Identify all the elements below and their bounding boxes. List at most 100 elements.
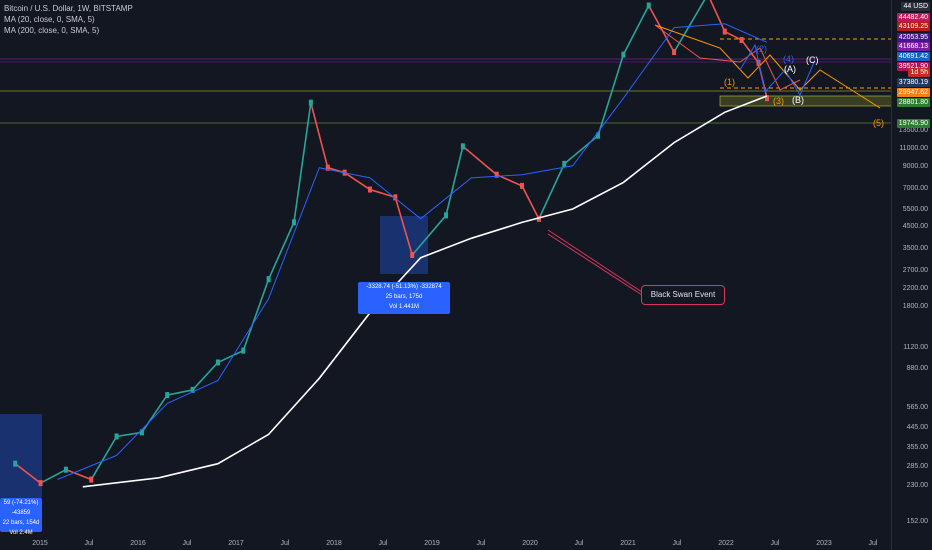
price-level-label[interactable]: 37380.19 — [896, 78, 930, 87]
price-level-label[interactable]: 40691.42 — [896, 52, 930, 61]
price-candle — [520, 182, 525, 189]
price-level-label[interactable]: 19745.90 — [896, 119, 930, 128]
price-candle — [38, 480, 43, 487]
price-candle — [460, 143, 465, 150]
price-candle — [722, 28, 727, 35]
price-tick-label: 13500.00 — [898, 127, 928, 135]
price-segment — [14, 463, 42, 484]
measure-2015-line1: 59 (-74.21%) -43859 — [3, 500, 39, 516]
price-segment — [741, 39, 760, 64]
price-level-label[interactable]: 41668.13 — [896, 42, 930, 51]
price-tick-label: 3500.00 — [902, 244, 928, 252]
time-tick-label: 2021 — [620, 540, 636, 547]
legend-symbol: Bitcoin / U.S. Dollar, 1W, BITSTAMP — [4, 4, 133, 13]
price-chart[interactable]: (1) (2) (3) (4) (5) (A) (B) (C) — [0, 0, 892, 550]
price-tick-label: 11000.00 — [899, 145, 928, 153]
price-level-label[interactable]: 29947.62 — [896, 88, 930, 97]
price-level-label[interactable]: 28801.80 — [896, 98, 930, 107]
wave-label: (4) — [783, 54, 794, 64]
price-candle — [646, 2, 651, 9]
time-tick-label: Jul — [182, 540, 192, 547]
price-axis[interactable]: 44 USD 13500.00 11000.00 9000.00 7000.00 550… — [891, 0, 932, 550]
measure-2015-line3: Vol 2.4M — [9, 530, 33, 536]
price-candle — [410, 251, 415, 258]
time-tick-label: 2016 — [130, 540, 146, 547]
time-tick-label: Jul — [378, 540, 388, 547]
price-segment — [724, 30, 743, 41]
price-tick-label: 445.00 — [906, 424, 928, 432]
price-segment — [538, 163, 565, 220]
price-level-label[interactable]: 44482.40 — [896, 13, 930, 22]
price-candle — [190, 386, 195, 393]
price-segment — [394, 197, 413, 256]
price-level-label[interactable]: 42053.95 — [896, 33, 930, 42]
time-tick-label: Jul — [868, 540, 878, 547]
measure-2018-line3: Vol 1.441M — [388, 304, 420, 310]
price-segment — [242, 278, 270, 351]
price-tick-label: 1800.00 — [902, 302, 928, 310]
price-tick-label: 4500.00 — [902, 223, 928, 230]
ma200-line — [82, 95, 768, 488]
price-candle — [139, 429, 144, 436]
price-level-label[interactable]: 1d 5h — [908, 68, 930, 77]
price-segment — [217, 349, 244, 364]
price-candle — [764, 95, 769, 102]
price-candle — [672, 49, 677, 56]
price-segment — [673, 0, 706, 53]
price-candle — [266, 276, 271, 283]
time-tick-label: 2020 — [522, 540, 538, 547]
price-candle — [114, 433, 119, 440]
axis-currency[interactable]: 44 USD — [901, 2, 930, 11]
legend-ma20: MA (20, close, 0, SMA, 5) — [4, 15, 95, 24]
price-segment — [267, 222, 295, 280]
wave-path-orange — [654, 24, 881, 109]
wave-label: (B) — [792, 95, 804, 105]
price-segment — [90, 436, 118, 480]
wave-path-blue — [739, 43, 816, 97]
price-candle — [393, 194, 398, 201]
measure-box-2015[interactable]: 59 (-74.21%) -43859 22 bars, 154d Vol 2.… — [0, 498, 42, 536]
wave-label: (1) — [724, 77, 735, 87]
price-candle — [621, 51, 626, 58]
time-tick-label: Jul — [672, 540, 682, 547]
price-candle — [739, 37, 744, 44]
black-swan-pointer-2 — [547, 233, 643, 296]
wave-label: (A) — [784, 64, 796, 74]
price-tick-label: 285.00 — [906, 463, 928, 471]
price-segment — [411, 214, 447, 256]
price-tick-label: 5500.00 — [902, 205, 928, 213]
chart-legend: Bitcoin / U.S. Dollar, 1W, BITSTAMP MA (… — [4, 3, 133, 36]
price-candle — [241, 347, 246, 354]
price-level-label[interactable]: 43109.25 — [896, 22, 930, 31]
price-segment — [293, 102, 312, 223]
price-tick-label: 9000.00 — [902, 162, 928, 170]
price-segment — [445, 146, 464, 216]
price-candle — [215, 359, 220, 366]
measure-2018-line1: -3328.74 (-51.13%) -332874 — [366, 284, 442, 290]
price-segment — [167, 389, 193, 396]
price-segment — [116, 431, 143, 438]
price-segment — [597, 54, 625, 136]
price-level-label[interactable]: 39521.90 — [896, 62, 930, 71]
ma20-line — [57, 23, 768, 480]
price-segment — [563, 135, 599, 165]
price-candle — [444, 212, 448, 219]
price-segment — [65, 468, 92, 481]
price-candle — [63, 466, 68, 473]
black-swan-callout[interactable]: Black Swan Event — [641, 285, 725, 305]
measure-box-2018[interactable]: -3328.74 (-51.13%) -332874 25 bars, 175d… — [358, 282, 450, 314]
price-tick-label: 230.00 — [906, 481, 928, 489]
black-swan-pointer — [547, 229, 643, 293]
wave-path-red — [654, 24, 801, 91]
price-segment — [369, 188, 396, 199]
measure-2018-line2: 25 bars, 175d — [385, 294, 423, 300]
wave-label: (5) — [873, 118, 884, 128]
price-candle — [13, 460, 18, 467]
price-tick-label: 1120.00 — [903, 344, 928, 352]
price-candle — [494, 171, 499, 178]
price-segment — [310, 102, 329, 168]
price-segment — [192, 361, 219, 391]
price-tick-label: 565.00 — [906, 403, 928, 411]
price-candle — [562, 160, 567, 167]
price-tick-label: 2200.00 — [902, 285, 928, 293]
